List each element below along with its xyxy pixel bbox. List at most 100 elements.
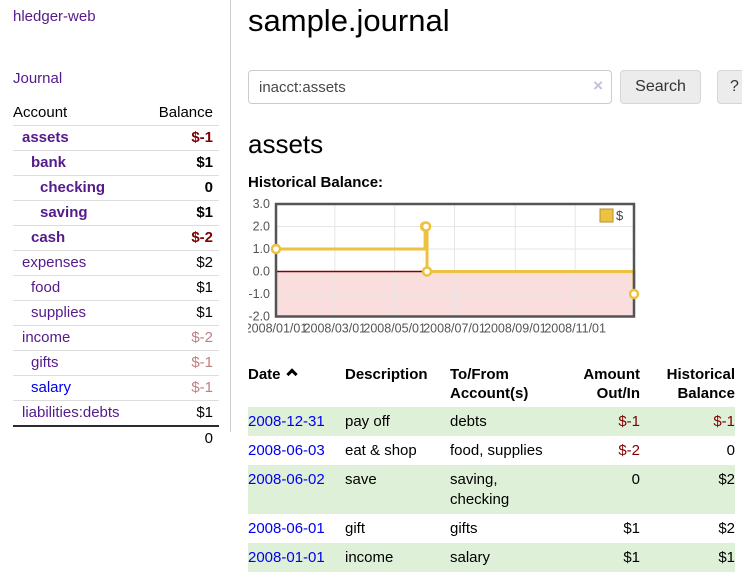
account-balance: $1 [144,200,219,226]
account-balance: $-1 [144,125,219,151]
register-amount-cell: 0 [550,465,640,514]
account-balance: $-1 [144,375,219,401]
register-amount-cell: $1 [623,520,640,537]
account-link-liabilities-debts[interactable]: liabilities:debts [22,404,120,421]
account-link-bank[interactable]: bank [31,154,67,171]
register-date-cell: 2008-06-03 [248,436,345,465]
clear-search-icon[interactable]: × [593,76,603,95]
register-row: 2008-06-02 save saving, checking 0 $2 [248,465,735,514]
svg-text:$: $ [616,208,624,223]
account-row: supplies $1 [13,300,219,326]
account-row: liabilities:debts $1 [13,400,219,426]
search-button[interactable]: Search [620,70,701,104]
search-input[interactable] [248,70,612,104]
account-name-cell: expenses [13,250,145,276]
svg-text:2008/03/01: 2008/03/01 [304,322,367,336]
account-link-checking[interactable]: checking [40,179,106,196]
svg-text:1.0: 1.0 [253,242,270,256]
amount-column-header: Amount Out/In [583,366,640,402]
register-balance-cell: $2 [640,465,735,514]
account-link-saving[interactable]: saving [40,204,88,221]
register-row: 2008-06-03 eat & shop food, supplies $-2 0 [248,436,735,465]
account-row: saving $1 [13,200,219,226]
register-row: 2008-06-01 gift gifts $1 $2 [248,514,735,543]
account-link-gifts[interactable]: gifts [31,354,59,371]
search-form: × Search ? [248,70,742,104]
svg-text:3.0: 3.0 [253,199,270,211]
account-name-cell: supplies [13,300,145,326]
page-title: sample.journal [248,3,450,38]
svg-text:2008/09/01: 2008/09/01 [484,322,547,336]
transaction-date-link[interactable]: 2008-06-02 [248,471,325,488]
account-balance: $1 [144,150,219,176]
account-name-cell: gifts [13,350,145,376]
account-row: food $1 [13,275,219,301]
journal-link[interactable]: Journal [13,70,63,87]
account-balance: 0 [144,175,219,201]
register-date-cell: 2008-01-01 [248,543,345,572]
register-header-row: Date Description To/From Account(s) Amou… [248,363,735,407]
account-balance: $2 [144,250,219,276]
register-balance-cell: $2 [718,520,735,537]
balance-column-header: Historical Balance [666,366,735,402]
transaction-date-link[interactable]: 2008-01-01 [248,549,325,566]
account-row: cash $-2 [13,225,219,251]
register-row: 2008-12-31 pay off debts $-1 $-1 [248,407,735,436]
accounts-header-row: Account Balance [13,100,219,126]
account-link-income[interactable]: income [22,329,71,346]
register-balance-cell: $1 [640,543,735,572]
svg-text:-1.0: -1.0 [248,287,270,301]
balance-chart[interactable]: $3.0 2.0 1.0 0.0 -1.0 -2.0 2008/01/01 2008/03/0… [245,197,735,345]
account-balance: $-2 [144,325,219,351]
account-row: assets $-1 [13,125,219,151]
account-name-cell: income [13,325,145,351]
account-row: checking 0 [13,175,219,201]
register-amount-cell: $-2 [618,442,640,459]
account-name-cell: salary [13,375,145,401]
account-name-cell: saving [13,200,145,226]
account-link-food[interactable]: food [31,279,61,296]
account-row: expenses $2 [13,250,219,276]
register-description-cell: eat & shop [345,442,417,459]
register-date-cell: 2008-06-02 [248,465,345,514]
account-balance: $1 [144,400,219,426]
app-title-link[interactable]: hledger-web [13,8,96,25]
svg-text:2.0: 2.0 [253,220,270,234]
account-balance: $1 [144,275,219,301]
transaction-date-link[interactable]: 2008-12-31 [248,413,325,430]
svg-text:0.0: 0.0 [253,265,270,279]
register-accounts-cell: saving, checking [450,465,550,514]
svg-text:-2.0: -2.0 [248,310,270,324]
register-accounts-cell: food, supplies [450,442,543,459]
register-date-cell: 2008-06-01 [248,514,345,543]
search-input-wrap: × [248,70,612,104]
register-date-cell: 2008-12-31 [248,407,345,436]
account-name-cell: cash [13,225,145,251]
account-row: salary $-1 [13,375,219,401]
date-header-label: Date [248,366,281,383]
register-description-cell: income [345,543,450,572]
help-button[interactable]: ? [717,70,742,104]
accounts-table: Account Balance assets $-1 bank $1 checking 0… [13,100,219,451]
register-row: 2008-01-01 income salary $1 $1 [248,543,735,572]
accounts-total-row: 0 [13,425,219,451]
transaction-date-link[interactable]: 2008-06-01 [248,520,325,537]
register-description-cell: pay off [345,407,450,436]
account-link-cash[interactable]: cash [31,229,66,246]
account-link-supplies[interactable]: supplies [31,304,87,321]
account-balance: $-1 [144,350,219,376]
register-balance-cell: 0 [726,442,735,459]
register-amount-cell: $-1 [550,407,640,436]
sidebar: hledger-web Journal Account Balance asse… [0,0,231,451]
account-link-assets[interactable]: assets [22,129,69,146]
register-accounts-cell: debts [450,407,550,436]
svg-text:2008/07/01: 2008/07/01 [423,322,486,336]
chevron-up-icon [285,368,298,380]
account-name-cell: food [13,275,145,301]
account-link-salary[interactable]: salary [31,379,72,396]
account-link-expenses[interactable]: expenses [22,254,87,271]
register-description-cell: gift [345,520,366,537]
transaction-date-link[interactable]: 2008-06-03 [248,442,325,459]
account-name-cell: liabilities:debts [13,400,145,426]
account-column-header: Account [13,104,68,121]
